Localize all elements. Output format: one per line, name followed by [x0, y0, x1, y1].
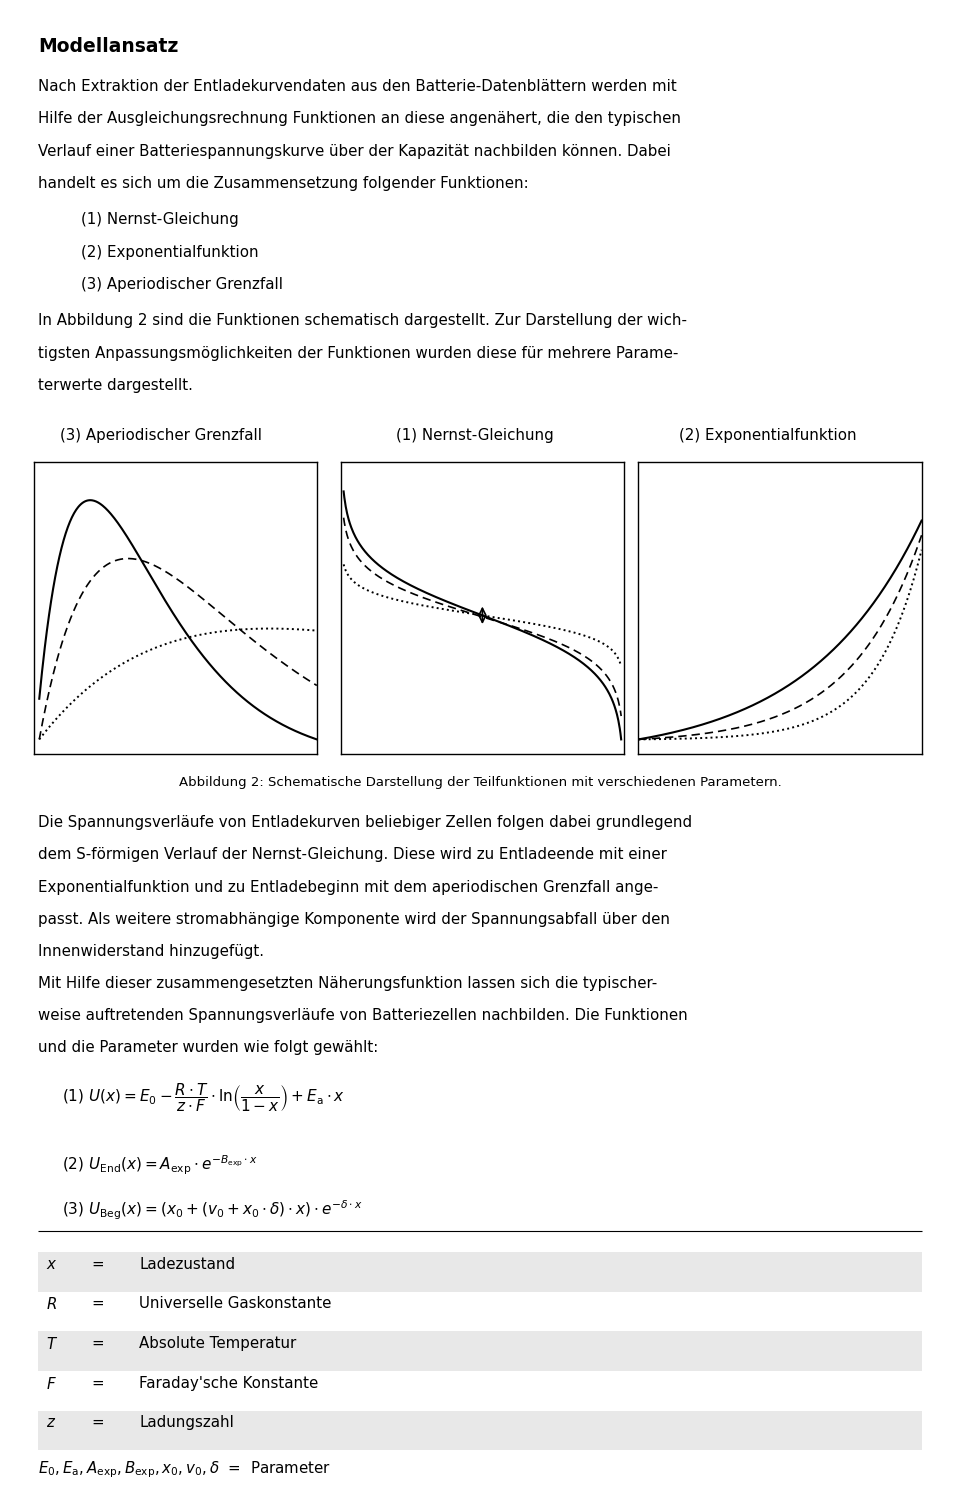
Text: Ladezustand: Ladezustand — [139, 1257, 235, 1272]
Bar — [38, 1331, 922, 1370]
Text: Abbildung 2: Schematische Darstellung der Teilfunktionen mit verschiedenen Param: Abbildung 2: Schematische Darstellung de… — [179, 776, 781, 790]
Text: Exponentialfunktion und zu Entladebeginn mit dem aperiodischen Grenzfall ange-: Exponentialfunktion und zu Entladebeginn… — [38, 880, 659, 895]
Text: (1) Nernst-Gleichung: (1) Nernst-Gleichung — [396, 428, 554, 443]
Text: =: = — [91, 1336, 104, 1351]
Text: (1) Nernst-Gleichung: (1) Nernst-Gleichung — [62, 212, 239, 227]
Text: handelt es sich um die Zusammensetzung folgender Funktionen:: handelt es sich um die Zusammensetzung f… — [38, 177, 529, 191]
Text: $F$: $F$ — [46, 1375, 57, 1391]
Text: $x$: $x$ — [46, 1257, 58, 1272]
Text: (3) Aperiodischer Grenzfall: (3) Aperiodischer Grenzfall — [62, 277, 283, 292]
Text: (2) Exponentialfunktion: (2) Exponentialfunktion — [679, 428, 857, 443]
Text: passt. Als weitere stromabhängige Komponente wird der Spannungsabfall über den: passt. Als weitere stromabhängige Kompon… — [38, 911, 670, 928]
Text: (1) $U(x) = E_0 - \dfrac{R \cdot T}{z \cdot F} \cdot \ln\!\left(\dfrac{x}{1-x}\r: (1) $U(x) = E_0 - \dfrac{R \cdot T}{z \c… — [62, 1082, 346, 1115]
Text: Universelle Gaskonstante: Universelle Gaskonstante — [139, 1296, 331, 1312]
Text: Hilfe der Ausgleichungsrechnung Funktionen an diese angenähert, die den typische: Hilfe der Ausgleichungsrechnung Funktion… — [38, 112, 682, 127]
Text: (3) $U_\mathrm{Beg}(x) = (x_0 + (v_0 + x_0 \cdot \delta) \cdot x) \cdot e^{-\del: (3) $U_\mathrm{Beg}(x) = (x_0 + (v_0 + x… — [62, 1198, 363, 1222]
Text: weise auftretenden Spannungsverläufe von Batteriezellen nachbilden. Die Funktion: weise auftretenden Spannungsverläufe von… — [38, 1008, 688, 1023]
Text: In Abbildung 2 sind die Funktionen schematisch dargestellt. Zur Darstellung der : In Abbildung 2 sind die Funktionen schem… — [38, 313, 687, 329]
Text: und die Parameter wurden wie folgt gewählt:: und die Parameter wurden wie folgt gewäh… — [38, 1040, 378, 1056]
Text: Absolute Temperatur: Absolute Temperatur — [139, 1336, 297, 1351]
Text: (2) Exponentialfunktion: (2) Exponentialfunktion — [62, 244, 259, 260]
Text: =: = — [91, 1375, 104, 1391]
Text: =: = — [91, 1415, 104, 1430]
Text: Innenwiderstand hinzugefügt.: Innenwiderstand hinzugefügt. — [38, 944, 264, 959]
Text: Nach Extraktion der Entladekurvendaten aus den Batterie-Datenblättern werden mit: Nach Extraktion der Entladekurvendaten a… — [38, 79, 677, 94]
Text: Modellansatz: Modellansatz — [38, 37, 179, 57]
Text: $T$: $T$ — [46, 1336, 59, 1352]
Text: $z$: $z$ — [46, 1415, 57, 1430]
Text: $R$: $R$ — [46, 1296, 57, 1312]
Text: (2) $U_\mathrm{End}(x) = A_\mathrm{exp} \cdot e^{-B_\mathrm{exp} \cdot x}$: (2) $U_\mathrm{End}(x) = A_\mathrm{exp} … — [62, 1153, 258, 1177]
Text: Ladungszahl: Ladungszahl — [139, 1415, 234, 1430]
Text: terwerte dargestellt.: terwerte dargestellt. — [38, 377, 193, 393]
Text: $E_0, E_\mathrm{a}, A_\mathrm{exp}, B_\mathrm{exp}, x_0, v_0, \delta$  =  Parame: $E_0, E_\mathrm{a}, A_\mathrm{exp}, B_\m… — [38, 1459, 331, 1480]
Text: dem S-förmigen Verlauf der Nernst-Gleichung. Diese wird zu Entladeende mit einer: dem S-förmigen Verlauf der Nernst-Gleich… — [38, 847, 667, 863]
Text: Verlauf einer Batteriespannungskurve über der Kapazität nachbilden können. Dabei: Verlauf einer Batteriespannungskurve übe… — [38, 144, 671, 159]
Text: tigsten Anpassungsmöglichkeiten der Funktionen wurden diese für mehrere Parame-: tigsten Anpassungsmöglichkeiten der Funk… — [38, 346, 679, 361]
Text: Faraday'sche Konstante: Faraday'sche Konstante — [139, 1375, 319, 1391]
Text: =: = — [91, 1257, 104, 1272]
Bar — [38, 1411, 922, 1450]
Bar — [38, 1252, 922, 1291]
Text: =: = — [91, 1296, 104, 1312]
Text: Die Spannungsverläufe von Entladekurven beliebiger Zellen folgen dabei grundlege: Die Spannungsverläufe von Entladekurven … — [38, 815, 692, 830]
Text: Mit Hilfe dieser zusammengesetzten Näherungsfunktion lassen sich die typischer-: Mit Hilfe dieser zusammengesetzten Näher… — [38, 975, 658, 992]
Text: (3) Aperiodischer Grenzfall: (3) Aperiodischer Grenzfall — [60, 428, 262, 443]
